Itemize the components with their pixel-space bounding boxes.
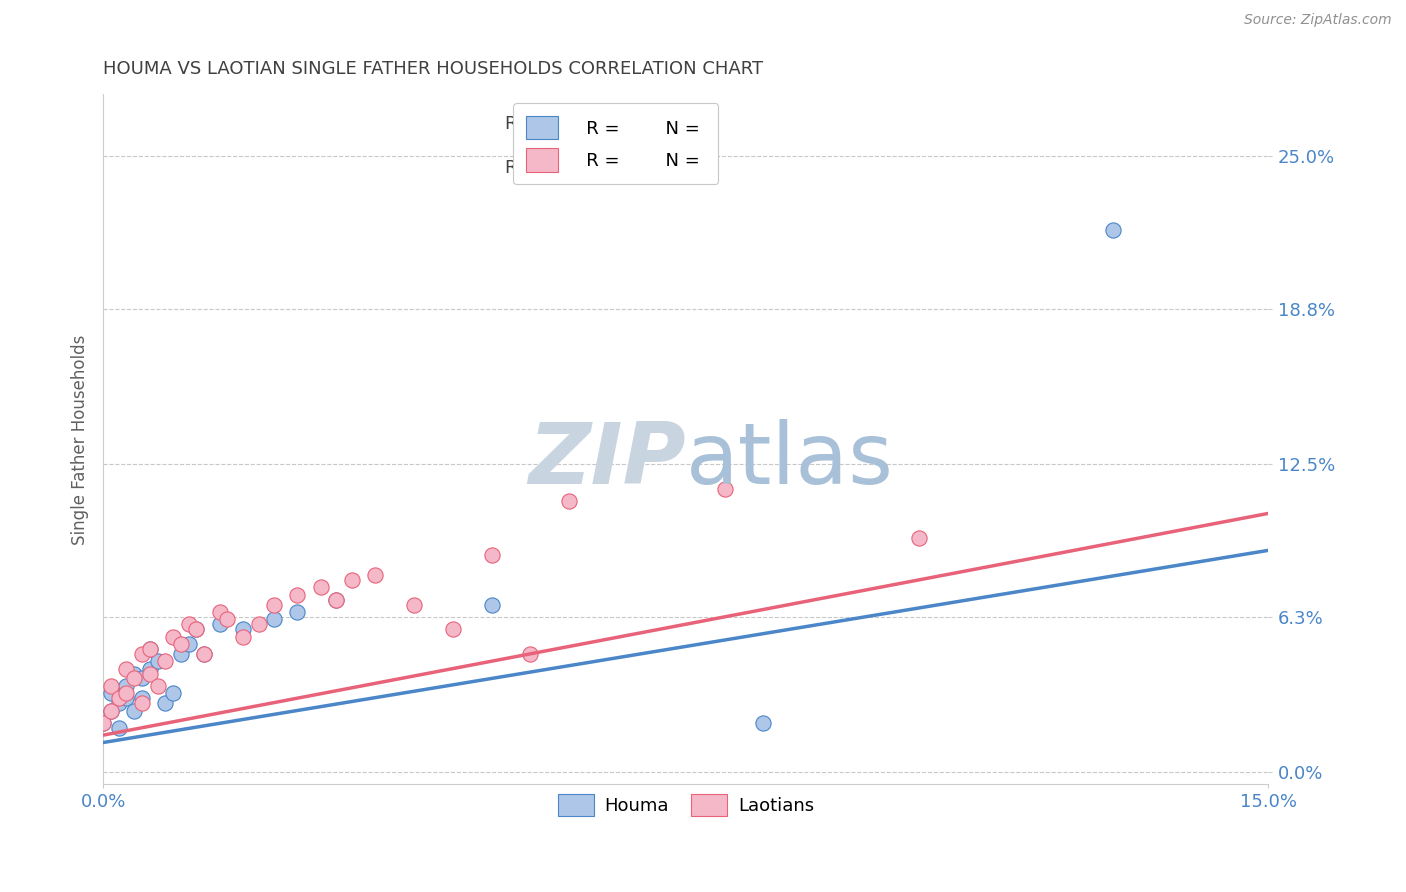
Point bbox=[481, 548, 503, 562]
Point bbox=[519, 647, 541, 661]
Point bbox=[100, 679, 122, 693]
Point bbox=[1102, 223, 1125, 237]
Point bbox=[131, 696, 153, 710]
Point bbox=[139, 641, 162, 656]
Point bbox=[340, 573, 363, 587]
Point bbox=[100, 704, 122, 718]
Point bbox=[285, 605, 308, 619]
Point bbox=[558, 494, 581, 508]
Point bbox=[752, 715, 775, 730]
Point bbox=[247, 617, 270, 632]
Text: R =: R = bbox=[505, 115, 544, 133]
Point bbox=[155, 654, 177, 668]
Point bbox=[208, 605, 231, 619]
Point bbox=[107, 696, 129, 710]
Point bbox=[232, 622, 254, 636]
Text: N =: N = bbox=[592, 159, 633, 177]
Point bbox=[131, 691, 153, 706]
Point bbox=[325, 592, 347, 607]
Point bbox=[186, 622, 208, 636]
Point bbox=[263, 598, 285, 612]
Point bbox=[115, 662, 138, 676]
Point bbox=[217, 612, 239, 626]
Point bbox=[107, 721, 129, 735]
Text: Source: ZipAtlas.com: Source: ZipAtlas.com bbox=[1244, 13, 1392, 28]
Point bbox=[131, 672, 153, 686]
Point bbox=[122, 666, 145, 681]
Point bbox=[208, 617, 231, 632]
Point bbox=[263, 612, 285, 626]
Point bbox=[131, 647, 153, 661]
Point bbox=[713, 482, 735, 496]
Point bbox=[107, 691, 129, 706]
Point bbox=[139, 666, 162, 681]
Point bbox=[325, 592, 347, 607]
Point bbox=[91, 715, 114, 730]
Point bbox=[177, 637, 200, 651]
Point bbox=[162, 686, 184, 700]
Point bbox=[193, 647, 215, 661]
Point bbox=[139, 641, 162, 656]
Point bbox=[91, 715, 114, 730]
Text: N =: N = bbox=[592, 115, 633, 133]
Legend: Houma, Laotians: Houma, Laotians bbox=[551, 788, 821, 823]
Y-axis label: Single Father Households: Single Father Households bbox=[72, 334, 89, 545]
Point bbox=[364, 568, 387, 582]
Point bbox=[186, 622, 208, 636]
Point bbox=[139, 662, 162, 676]
Point bbox=[402, 598, 425, 612]
Text: HOUMA VS LAOTIAN SINGLE FATHER HOUSEHOLDS CORRELATION CHART: HOUMA VS LAOTIAN SINGLE FATHER HOUSEHOLD… bbox=[103, 60, 763, 78]
Point bbox=[162, 630, 184, 644]
Point bbox=[122, 704, 145, 718]
Point bbox=[309, 580, 332, 594]
Point bbox=[146, 679, 169, 693]
Point bbox=[146, 654, 169, 668]
Point bbox=[481, 598, 503, 612]
Point bbox=[155, 696, 177, 710]
Text: 35: 35 bbox=[626, 159, 650, 177]
Text: ZIP: ZIP bbox=[529, 418, 686, 501]
Point bbox=[115, 691, 138, 706]
Text: 0.322: 0.322 bbox=[543, 115, 599, 133]
Point bbox=[193, 647, 215, 661]
Text: R =: R = bbox=[505, 159, 544, 177]
Point bbox=[122, 672, 145, 686]
Point bbox=[170, 637, 193, 651]
Point bbox=[170, 647, 193, 661]
Text: atlas: atlas bbox=[686, 418, 894, 501]
Point bbox=[177, 617, 200, 632]
Point bbox=[115, 679, 138, 693]
Point bbox=[115, 686, 138, 700]
Point bbox=[285, 588, 308, 602]
Text: 27: 27 bbox=[626, 115, 650, 133]
Point bbox=[100, 704, 122, 718]
Point bbox=[232, 630, 254, 644]
Point bbox=[908, 531, 931, 545]
Point bbox=[100, 686, 122, 700]
Point bbox=[441, 622, 464, 636]
Text: 0.534: 0.534 bbox=[543, 159, 599, 177]
